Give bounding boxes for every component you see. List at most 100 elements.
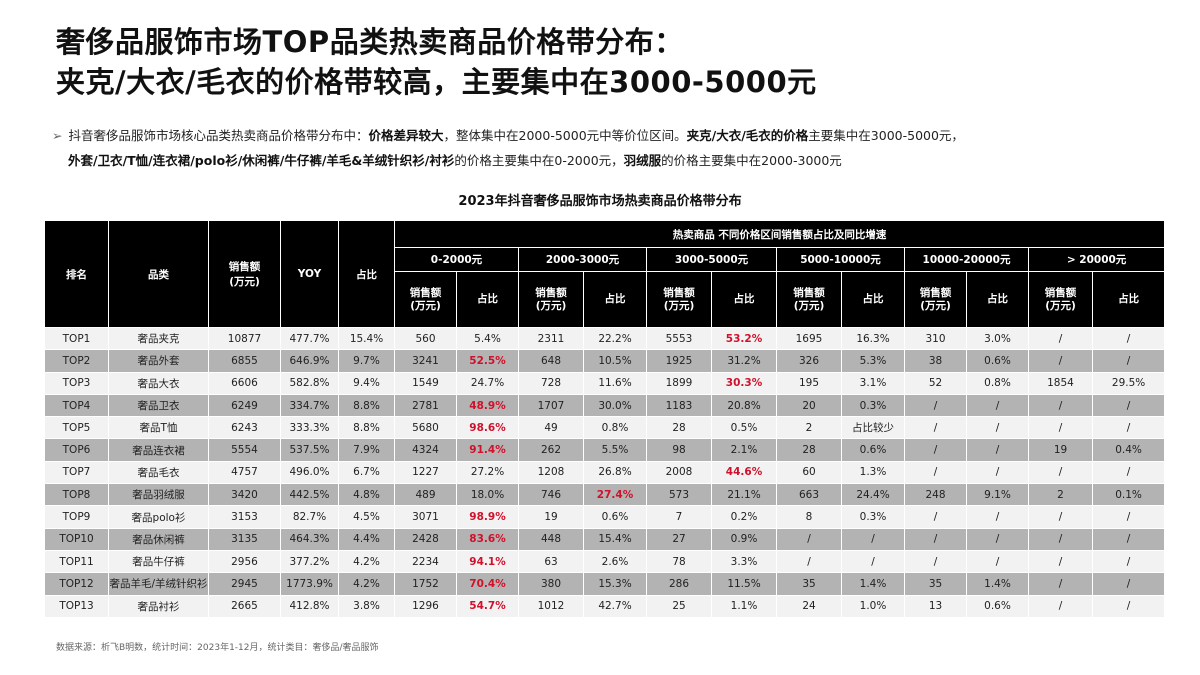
table-cell: /	[1028, 349, 1093, 373]
table-cell: 98	[646, 438, 712, 462]
summary-part: 主要集中在3000-5000元，	[808, 128, 964, 143]
table-cell: 537.5%	[280, 438, 339, 462]
table-cell: 648	[518, 349, 584, 373]
table-cell: 377.2%	[280, 549, 339, 574]
table-cell: /	[1091, 505, 1166, 529]
summary-part: 的价格主要集中在0-2000元，	[454, 153, 624, 168]
table-cell: 27.4%	[583, 483, 647, 507]
table-row: TOP1 奢品夹克 10877 477.7% 15.4% 560 5.4% 2311 22.2%…	[44, 326, 1166, 351]
table-header: 排名 品类 销售额 (万元) YOY 占比 热卖商品 不同价格区间销售额占比及同…	[44, 220, 1166, 328]
summary-line-1: ➢ 抖音奢侈品服饰市场核心品类热卖商品价格带分布中：价格差异较大，整体集中在200…	[52, 123, 1162, 148]
header-category: 品类	[108, 220, 209, 328]
table-cell: 3241	[394, 349, 457, 373]
table-cell: /	[904, 438, 967, 462]
table-cell: 25	[646, 594, 712, 618]
table-cell: 奢品羽绒服	[108, 483, 209, 507]
table-cell: 0.8%	[966, 371, 1029, 395]
table-cell: 27.2%	[456, 460, 519, 485]
table-cell: 1.1%	[711, 594, 777, 618]
table-cell: 728	[518, 371, 584, 395]
table-cell: 38	[904, 349, 967, 373]
table-cell: 28	[776, 438, 842, 462]
table-cell: 1925	[646, 349, 712, 373]
header-band: 2000-3000元	[518, 247, 647, 272]
summary-bold: 外套/卫衣/T恤/连衣裙/polo衫/休闲裤/牛仔裤/羊毛&羊绒针织衫/衬衫	[68, 153, 455, 168]
table-cell: /	[1028, 460, 1093, 485]
table-title: 2023年抖音奢侈品服饰市场热卖商品价格带分布	[458, 194, 742, 209]
table-cell: 4757	[208, 460, 281, 485]
table-cell: /	[776, 549, 842, 574]
table-cell: 8.8%	[338, 393, 395, 418]
title-line-1: 奢侈品服饰市场TOP品类热卖商品价格带分布：	[56, 25, 684, 59]
table-cell: 3.0%	[966, 326, 1029, 351]
table-cell: 奢品卫衣	[108, 393, 209, 418]
header-band-share: 占比	[1091, 271, 1166, 328]
table-cell: /	[966, 438, 1029, 462]
table-cell: 82.7%	[280, 505, 339, 529]
price-band-table: 排名 品类 销售额 (万元) YOY 占比 热卖商品 不同价格区间销售额占比及同…	[44, 220, 1166, 618]
table-cell: 8.8%	[338, 416, 395, 440]
table-cell: 奢品毛衣	[108, 460, 209, 485]
page-title: 奢侈品服饰市场TOP品类热卖商品价格带分布： 夹克/大衣/毛衣的价格带较高，主要…	[56, 22, 1156, 102]
table-cell: 奢品连衣裙	[108, 438, 209, 462]
data-source-note: 数据来源：析飞B明数，统计时间：2023年1-12月，统计类目：奢侈品/奢品服饰	[56, 643, 379, 653]
table-cell: 1296	[394, 594, 457, 618]
table-cell: 9.4%	[338, 371, 395, 395]
table-cell: 52.5%	[456, 349, 519, 373]
table-cell: 30.3%	[711, 371, 777, 395]
header-band: 0-2000元	[394, 247, 519, 272]
table-cell: 3071	[394, 505, 457, 529]
table-cell: 29.5%	[1091, 371, 1166, 395]
table-cell: 0.9%	[711, 527, 777, 551]
table-cell: TOP9	[44, 505, 109, 529]
header-band-sales: 销售额 (万元)	[518, 271, 584, 328]
table-cell: 奢品衬衫	[108, 594, 209, 618]
table-cell: /	[841, 527, 905, 551]
table-cell: 26.8%	[583, 460, 647, 485]
table-cell: 3.3%	[711, 549, 777, 574]
table-cell: /	[1091, 460, 1166, 485]
table-cell: 20	[776, 393, 842, 418]
table-cell: 3420	[208, 483, 281, 507]
header-band-sales: 销售额 (万元)	[394, 271, 457, 328]
table-cell: 70.4%	[456, 572, 519, 596]
table-cell: 2665	[208, 594, 281, 618]
table-cell: 83.6%	[456, 527, 519, 551]
table-cell: 477.7%	[280, 326, 339, 351]
table-cell: 7.9%	[338, 438, 395, 462]
table-cell: /	[966, 393, 1029, 418]
table-row: TOP13 奢品衬衫 2665 412.8% 3.8% 1296 54.7% 1012 42.7…	[44, 594, 1166, 618]
header-band: 10000-20000元	[904, 247, 1029, 272]
table-cell: 6606	[208, 371, 281, 395]
table-cell: 0.6%	[966, 594, 1029, 618]
table-cell: 2	[1028, 483, 1093, 507]
table-cell: TOP1	[44, 326, 109, 351]
summary-bold: 价格差异较大	[368, 128, 444, 143]
table-cell: 0.8%	[583, 416, 647, 440]
table-cell: 31.2%	[711, 349, 777, 373]
table-cell: 412.8%	[280, 594, 339, 618]
table-cell: 4324	[394, 438, 457, 462]
table-cell: 4.2%	[338, 549, 395, 574]
table-cell: /	[1091, 572, 1166, 596]
header-band: 3000-5000元	[646, 247, 777, 272]
table-cell: 582.8%	[280, 371, 339, 395]
table-cell: 442.5%	[280, 483, 339, 507]
header-band-share: 占比	[456, 271, 519, 328]
table-cell: 94.1%	[456, 549, 519, 574]
table-cell: 1773.9%	[280, 572, 339, 596]
table-body: TOP1 奢品夹克 10877 477.7% 15.4% 560 5.4% 2311 22.2%…	[44, 326, 1166, 618]
table-cell: 44.6%	[711, 460, 777, 485]
table-cell: TOP6	[44, 438, 109, 462]
table-cell: 52	[904, 371, 967, 395]
table-cell: 496.0%	[280, 460, 339, 485]
table-cell: 464.3%	[280, 527, 339, 551]
table-cell: 0.2%	[711, 505, 777, 529]
table-cell: TOP3	[44, 371, 109, 395]
table-cell: 5.3%	[841, 349, 905, 373]
table-cell: 19	[1028, 438, 1093, 462]
table-cell: /	[966, 505, 1029, 529]
table-cell: /	[904, 549, 967, 574]
table-cell: 1707	[518, 393, 584, 418]
table-cell: 1227	[394, 460, 457, 485]
